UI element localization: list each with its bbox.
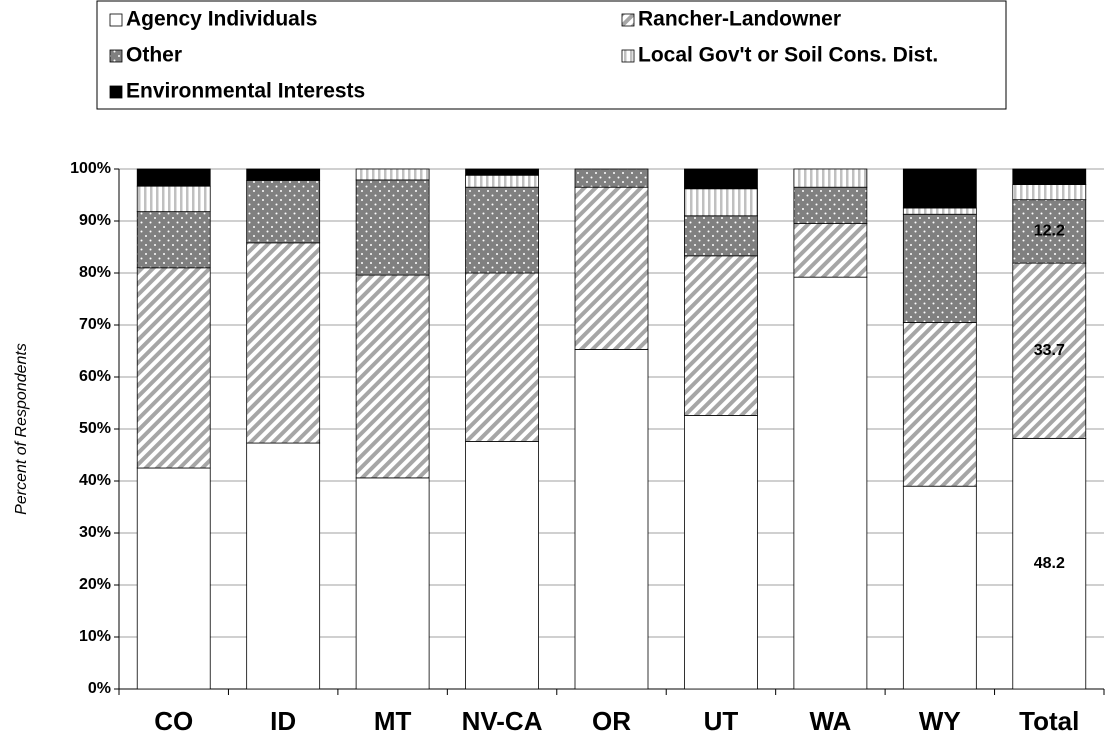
bar-segment bbox=[136, 467, 211, 690]
y-tick-label: 50% bbox=[79, 420, 111, 437]
bar-segment bbox=[1012, 168, 1087, 186]
bar-segment bbox=[902, 321, 977, 487]
bar-segment bbox=[684, 188, 758, 217]
legend-label: Local Gov't or Soil Cons. Dist. bbox=[638, 44, 938, 67]
bar-segment bbox=[465, 272, 539, 442]
x-tick-label: MT bbox=[374, 706, 412, 736]
x-tick-label: OR bbox=[592, 706, 631, 736]
bar-segment bbox=[355, 179, 430, 276]
bar-segment bbox=[355, 477, 430, 690]
bar-segment bbox=[136, 211, 211, 269]
bar-segment bbox=[246, 180, 321, 244]
x-tick-label: NV-CA bbox=[462, 706, 543, 736]
y-tick-label: 80% bbox=[79, 264, 111, 281]
y-tick-label: 90% bbox=[79, 212, 111, 229]
bar-segment bbox=[793, 223, 868, 278]
bar-segment bbox=[355, 168, 430, 181]
x-tick-label: ID bbox=[270, 706, 296, 736]
y-tick-label: 30% bbox=[79, 524, 111, 541]
y-tick-label: 40% bbox=[79, 472, 111, 489]
bar-segment bbox=[465, 168, 539, 176]
bar-segment bbox=[246, 168, 321, 181]
bar-segment bbox=[1012, 199, 1087, 264]
y-axis-label: Percent of Respondents bbox=[13, 343, 30, 515]
bar-segment bbox=[574, 349, 649, 690]
bar-segment bbox=[246, 442, 321, 690]
data-label: 12.2 bbox=[1034, 223, 1065, 240]
y-tick-label: 10% bbox=[79, 628, 111, 645]
bar-segment bbox=[793, 186, 868, 224]
legend-swatch bbox=[621, 13, 635, 27]
bar-segment bbox=[1012, 262, 1087, 439]
bar-segment bbox=[902, 213, 977, 323]
bar-segment bbox=[684, 168, 758, 190]
bar-segment bbox=[136, 185, 211, 213]
bar-segment bbox=[684, 255, 758, 416]
bar-segment bbox=[1012, 437, 1087, 690]
bar-segment bbox=[902, 168, 977, 209]
x-tick-label: WY bbox=[919, 706, 961, 736]
legend-label: Environmental Interests bbox=[126, 80, 365, 103]
y-tick-label: 60% bbox=[79, 368, 111, 385]
x-tick-label: UT bbox=[704, 706, 739, 736]
bar-segment bbox=[465, 186, 539, 274]
legend-swatch bbox=[109, 49, 123, 63]
bar-segment bbox=[136, 267, 211, 469]
x-tick-label: CO bbox=[154, 706, 193, 736]
data-label: 48.2 bbox=[1034, 555, 1065, 572]
legend-label: Other bbox=[126, 44, 182, 67]
x-tick-label: Total bbox=[1019, 706, 1079, 736]
y-tick-label: 100% bbox=[70, 160, 111, 177]
bar-segment bbox=[136, 168, 211, 187]
legend-swatch bbox=[109, 85, 123, 99]
bar-segment bbox=[684, 415, 758, 690]
bar-segment bbox=[793, 276, 868, 690]
y-tick-label: 70% bbox=[79, 316, 111, 333]
bar-segment bbox=[465, 174, 539, 188]
bar-segment bbox=[465, 441, 539, 690]
legend-box bbox=[96, 0, 1007, 110]
bar-segment bbox=[793, 168, 868, 188]
bar-segment bbox=[902, 207, 977, 215]
x-tick-label: WA bbox=[809, 706, 851, 736]
bar-segment bbox=[574, 168, 649, 188]
data-label: 33.7 bbox=[1034, 342, 1065, 359]
bar-segment bbox=[1012, 184, 1087, 201]
bar-segment bbox=[902, 485, 977, 690]
bar-segment bbox=[684, 215, 758, 257]
bar-segment bbox=[574, 186, 649, 350]
legend-swatch bbox=[621, 49, 635, 63]
y-tick-label: 20% bbox=[79, 576, 111, 593]
legend-swatch bbox=[109, 13, 123, 27]
legend-label: Agency Individuals bbox=[126, 8, 317, 31]
legend-label: Rancher-Landowner bbox=[638, 8, 841, 31]
bar-segment bbox=[246, 242, 321, 444]
y-tick-label: 0% bbox=[88, 680, 111, 697]
bar-segment bbox=[355, 274, 430, 479]
